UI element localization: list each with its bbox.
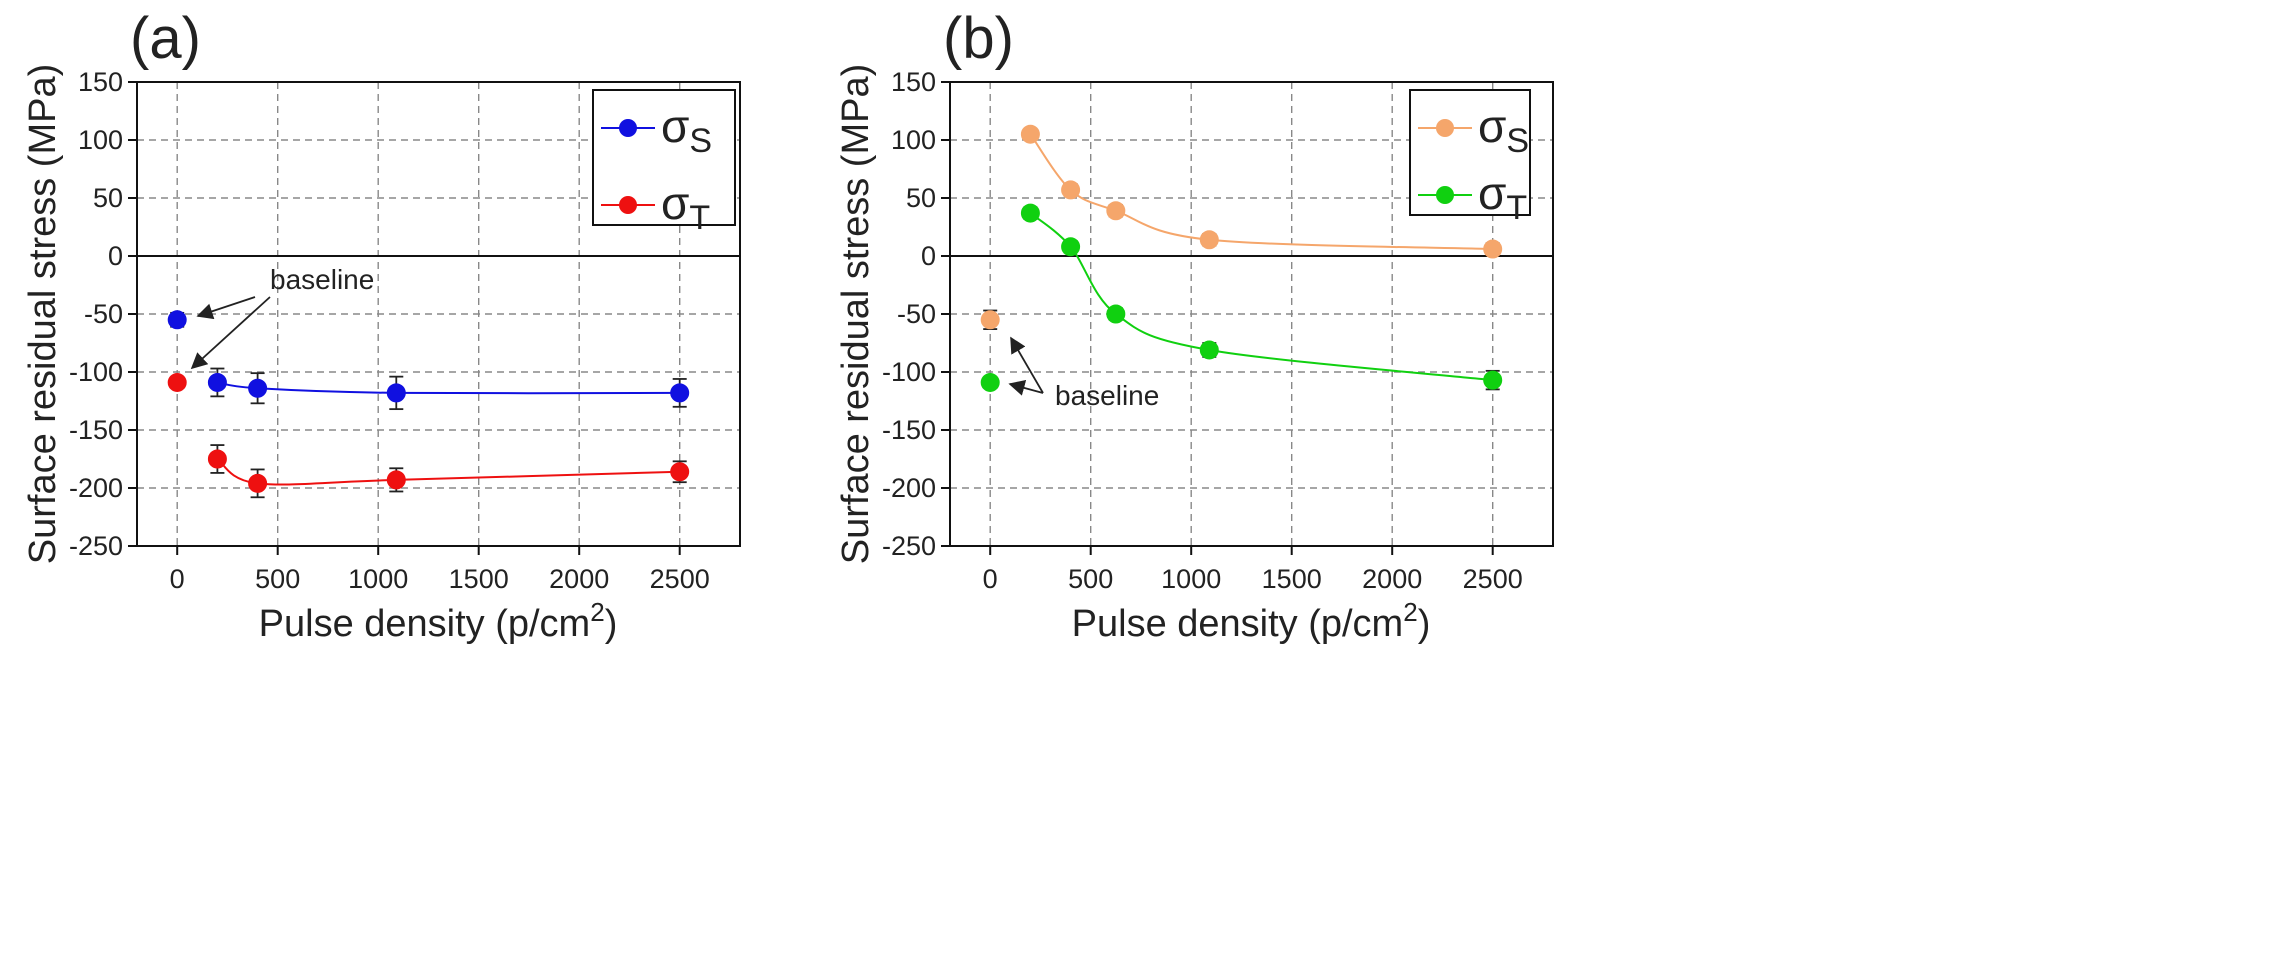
panel-b-series-s-data-point — [1199, 230, 1219, 250]
panel-b-legend-s-symbol: σ — [1478, 100, 1506, 152]
panel-a-legend-t-label: σT — [661, 177, 710, 237]
panel-a-series-t-data-point — [207, 449, 227, 469]
panel-b-series-s-data-point — [1483, 239, 1503, 259]
panel-b-legend-t-subscript: T — [1506, 189, 1527, 227]
panel-b-legend-s-subscript: S — [1506, 122, 1529, 160]
panel-b-series-s-baseline-point — [980, 310, 1000, 330]
panel-a-x-tick-label: 1500 — [449, 564, 509, 594]
panel-b-series-s-data-point — [1061, 180, 1081, 200]
panel-a-legend-s-label: σS — [661, 100, 712, 160]
panel-b-y-tick-label: -50 — [897, 299, 936, 329]
panel-a-legend-t-swatch-marker — [619, 196, 637, 214]
panel-a-x-axis-label: Pulse density (p/cm2) — [259, 597, 618, 645]
panel-b-series-t-data-point — [1199, 340, 1219, 360]
panel-a-x-tick-label: 1000 — [348, 564, 408, 594]
panel-a-annotation-baseline: baseline — [270, 264, 374, 295]
panel-b-x-tick-label: 1500 — [1262, 564, 1322, 594]
panel-b-series-t-data-point — [1061, 237, 1081, 257]
panel-b-y-tick-label: 150 — [891, 67, 936, 97]
panel-b-annotation-arrow — [1010, 336, 1044, 394]
panel-a-series-s-data-point — [386, 383, 406, 403]
panel-a-y-tick-label: 100 — [78, 125, 123, 155]
panel-b-y-tick-label: -250 — [882, 531, 936, 561]
panel-b-series-s-data-point — [1106, 201, 1126, 221]
panel-a-annotation-arrow — [190, 296, 271, 370]
panel-a-series-s-data-point — [670, 383, 690, 403]
panel-a-x-axis-label-sup: 2 — [590, 597, 604, 627]
panel-b-y-tick-label: -150 — [882, 415, 936, 445]
panel-a-legend-s-swatch-marker — [619, 119, 637, 137]
panel-a-y-tick-label: -250 — [69, 531, 123, 561]
panel-a-legend-t-subscript: T — [689, 199, 710, 237]
panel-a-label: (a) — [130, 6, 201, 71]
panel-a-series-t-data-point — [386, 470, 406, 490]
panel-b-series-t-data-point — [1020, 203, 1040, 223]
panel-b-x-tick-label: 1000 — [1161, 564, 1221, 594]
panel-b-x-tick-label: 2000 — [1362, 564, 1422, 594]
panel-b-y-tick-label: -200 — [882, 473, 936, 503]
panel-a-x-tick-label: 2500 — [650, 564, 710, 594]
panel-a-x-tick-label: 0 — [170, 564, 185, 594]
panel-b-legend-s-label: σS — [1478, 100, 1529, 160]
panel-a-y-tick-label: 0 — [108, 241, 123, 271]
panel-b-series-t-data-point — [1483, 370, 1503, 390]
panel-a-series-t-data-point — [670, 462, 690, 482]
panel-b-x-tick-label: 500 — [1068, 564, 1113, 594]
panel-a-y-tick-label: -150 — [69, 415, 123, 445]
panel-b-legend-t-label: σT — [1478, 167, 1527, 227]
panel-a-legend-t-symbol: σ — [661, 177, 689, 229]
panel-b-y-tick-label: 0 — [921, 241, 936, 271]
panel-b-legend-t-symbol: σ — [1478, 167, 1506, 219]
panel-b-legend-t-swatch-marker — [1436, 186, 1454, 204]
panel-b-annotation-baseline: baseline — [1055, 380, 1159, 411]
panel-b-series-t-line — [1029, 212, 1493, 382]
panel-a-legend-s-subscript: S — [689, 122, 712, 160]
panel-a-legend-s-symbol: σ — [661, 100, 689, 152]
panel-b-annotation-arrow — [1008, 380, 1044, 396]
panel-a-series-t-baseline-point — [167, 372, 187, 392]
panel-b-series-s-data-point — [1020, 124, 1040, 144]
panel-b-y-tick-label: 50 — [906, 183, 936, 213]
panel-a-x-tick-label: 500 — [255, 564, 300, 594]
panel-a-chart: 0 500 1000 1500 2000 2500 -250 -200 -150 -100 -50 0… — [22, 6, 741, 645]
panel-b-x-axis-label-sup: 2 — [1403, 597, 1417, 627]
panel-b-series-t-baseline-point — [980, 372, 1000, 392]
panel-a-series-s-data-point — [207, 372, 227, 392]
panel-a-legend-box — [592, 89, 736, 226]
panel-b-y-axis-label: Surface residual stress (MPa) — [835, 64, 877, 565]
panel-b-label: (b) — [943, 6, 1014, 71]
panel-a-series-s-data-point — [248, 378, 268, 398]
panel-b-y-tick-label: -100 — [882, 357, 936, 387]
panel-b-series-t-data-point — [1106, 304, 1126, 324]
panel-a-y-axis-label: Surface residual stress (MPa) — [22, 64, 64, 565]
panel-a-annotation-arrow — [196, 296, 256, 320]
panel-b-y-tick-label: 100 — [891, 125, 936, 155]
panel-b-x-axis-label-main: Pulse density (p/cm — [1072, 603, 1404, 645]
panel-a-y-tick-label: -100 — [69, 357, 123, 387]
panel-b-x-axis-label-end: ) — [1418, 603, 1431, 645]
panel-b-chart: 0 500 1000 1500 2000 2500 -250 -200 -150 -100 -50 0… — [835, 6, 1554, 645]
panel-b-legend-s-swatch-marker — [1436, 119, 1454, 137]
panel-b-x-tick-label: 2500 — [1463, 564, 1523, 594]
panel-a-x-axis-label-end: ) — [605, 603, 618, 645]
panel-a-y-tick-label: 150 — [78, 67, 123, 97]
panel-b-x-tick-label: 0 — [983, 564, 998, 594]
panel-b-x-axis-label: Pulse density (p/cm2) — [1072, 597, 1431, 645]
panel-a-x-axis-label-main: Pulse density (p/cm — [259, 603, 591, 645]
panel-a-series-t-line — [216, 458, 680, 486]
panel-a-series-s-line — [217, 381, 680, 395]
panel-a-series-s-baseline-point — [167, 310, 187, 330]
panel-a-x-tick-label: 2000 — [549, 564, 609, 594]
panel-a-y-tick-label: -50 — [84, 299, 123, 329]
panel-a-y-tick-label: 50 — [93, 183, 123, 213]
panel-a-y-tick-label: -200 — [69, 473, 123, 503]
panel-a-series-t-data-point — [248, 473, 268, 493]
